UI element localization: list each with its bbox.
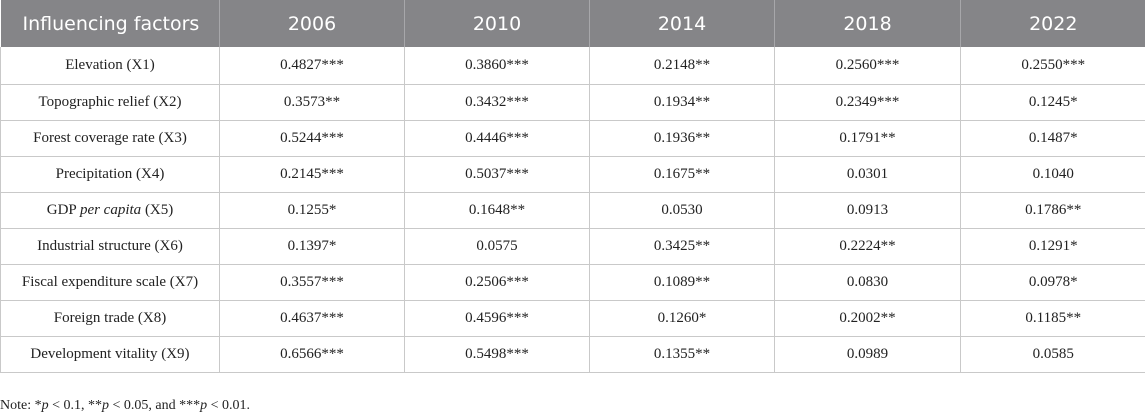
value-cell: 0.1675**	[589, 156, 775, 193]
value-cell: 0.2506***	[404, 264, 590, 301]
value-cell: 0.1245*	[960, 84, 1145, 121]
factor-name-cell: Precipitation (X4)	[0, 156, 220, 193]
value-cell: 0.4827***	[219, 47, 405, 85]
header-row: Influencing factors 2006 2010 2014 2018 …	[0, 0, 1145, 47]
note-text: < 0.1, **	[48, 398, 103, 413]
value-cell: 0.0913	[774, 192, 961, 229]
value-cell: 0.0301	[774, 156, 961, 193]
factor-name-text: Elevation (X1)	[65, 57, 155, 73]
value-cell: 0.1648**	[404, 192, 590, 229]
value-cell: 0.3573**	[219, 84, 405, 121]
table-row: Industrial structure (X6) 0.1397* 0.0575 0.…	[0, 228, 1145, 265]
value-cell: 0.1089**	[589, 264, 775, 301]
value-cell: 0.2002**	[774, 300, 961, 337]
value-cell: 0.3432***	[404, 84, 590, 121]
table-row: GDP per capita (X5) 0.1255* 0.1648** 0.0530…	[0, 192, 1145, 229]
value-cell: 0.1791**	[774, 120, 961, 157]
factor-name-cell: Forest coverage rate (X3)	[0, 120, 220, 157]
table-row: Fiscal expenditure scale (X7) 0.3557*** 0.…	[0, 264, 1145, 301]
value-cell: 0.1936**	[589, 120, 775, 157]
factor-name-text: Industrial structure (X6)	[37, 238, 183, 254]
factor-name-text: GDP	[46, 202, 80, 218]
value-cell: 0.2560***	[774, 47, 961, 85]
factor-name-cell: Topographic relief (X2)	[0, 84, 220, 121]
value-cell: 0.6566***	[219, 336, 405, 373]
note-p-symbol: p	[200, 398, 208, 413]
header-year: 2006	[219, 0, 405, 47]
value-cell: 0.3860***	[404, 47, 590, 85]
value-cell: 0.1397*	[219, 228, 405, 265]
value-cell: 0.0989	[774, 336, 961, 373]
value-cell: 0.0585	[960, 336, 1145, 373]
value-cell: 0.4637***	[219, 300, 405, 337]
value-cell: 0.1260*	[589, 300, 775, 337]
value-cell: 0.0830	[774, 264, 961, 301]
header-year: 2014	[589, 0, 775, 47]
value-cell: 0.2224**	[774, 228, 961, 265]
note-p-symbol: p	[102, 398, 110, 413]
table-row: Forest coverage rate (X3) 0.5244*** 0.4446…	[0, 120, 1145, 157]
factor-name-cell: Development vitality (X9)	[0, 336, 220, 373]
header-year: 2018	[774, 0, 961, 47]
value-cell: 0.1255*	[219, 192, 405, 229]
factor-name-text: Foreign trade (X8)	[53, 310, 167, 326]
value-cell: 0.0530	[589, 192, 775, 229]
table-row: Foreign trade (X8) 0.4637*** 0.4596*** 0.12…	[0, 300, 1145, 337]
note-text: < 0.01.	[207, 398, 251, 413]
value-cell: 0.5244***	[219, 120, 405, 157]
factor-name-text: (X5)	[141, 202, 174, 218]
value-cell: 0.4596***	[404, 300, 590, 337]
value-cell: 0.4446***	[404, 120, 590, 157]
value-cell: 0.2349***	[774, 84, 961, 121]
value-cell: 0.0978*	[960, 264, 1145, 301]
value-cell: 0.5037***	[404, 156, 590, 193]
value-cell: 0.1355**	[589, 336, 775, 373]
value-cell: 0.0575	[404, 228, 590, 265]
note-p-symbol: p	[41, 398, 49, 413]
factor-name-text: per capita	[79, 202, 142, 218]
value-cell: 0.1786**	[960, 192, 1145, 229]
header-year: 2010	[404, 0, 590, 47]
value-cell: 0.1934**	[589, 84, 775, 121]
value-cell: 0.1040	[960, 156, 1145, 193]
header-factor-label: Influencing factors	[0, 0, 220, 47]
factor-name-cell: Elevation (X1)	[0, 47, 220, 85]
header-year: 2022	[960, 0, 1145, 47]
value-cell: 0.1185**	[960, 300, 1145, 337]
note-text: Note: *	[0, 398, 42, 413]
table-row: Precipitation (X4) 0.2145*** 0.5037*** 0.16…	[0, 156, 1145, 193]
value-cell: 0.2148**	[589, 47, 775, 85]
table-note: Note: *p < 0.1, **p < 0.05, and ***p < 0…	[0, 398, 250, 414]
value-cell: 0.1291*	[960, 228, 1145, 265]
factor-name-cell: Industrial structure (X6)	[0, 228, 220, 265]
value-cell: 0.3425**	[589, 228, 775, 265]
factor-name-text: Fiscal expenditure scale (X7)	[21, 274, 199, 290]
factor-name-cell: GDP per capita (X5)	[0, 192, 220, 229]
table-row: Development vitality (X9) 0.6566*** 0.5498…	[0, 336, 1145, 373]
table-header: Influencing factors 2006 2010 2014 2018 …	[0, 0, 1145, 47]
table-row: Elevation (X1) 0.4827*** 0.3860*** 0.2148**…	[0, 47, 1145, 85]
factor-name-cell: Fiscal expenditure scale (X7)	[0, 264, 220, 301]
factors-table: Influencing factors 2006 2010 2014 2018 …	[0, 0, 1145, 373]
table-row: Topographic relief (X2) 0.3573** 0.3432***…	[0, 84, 1145, 121]
factor-name-cell: Foreign trade (X8)	[0, 300, 220, 337]
value-cell: 0.5498***	[404, 336, 590, 373]
factor-name-text: Forest coverage rate (X3)	[33, 130, 187, 146]
factor-name-text: Precipitation (X4)	[55, 166, 165, 182]
note-text: < 0.05, and ***	[109, 398, 201, 413]
factor-name-text: Development vitality (X9)	[30, 346, 190, 362]
factor-name-text: Topographic relief (X2)	[38, 94, 182, 110]
value-cell: 0.3557***	[219, 264, 405, 301]
table-body: Elevation (X1) 0.4827*** 0.3860*** 0.2148**…	[0, 47, 1145, 373]
value-cell: 0.1487*	[960, 120, 1145, 157]
value-cell: 0.2145***	[219, 156, 405, 193]
value-cell: 0.2550***	[960, 47, 1145, 85]
